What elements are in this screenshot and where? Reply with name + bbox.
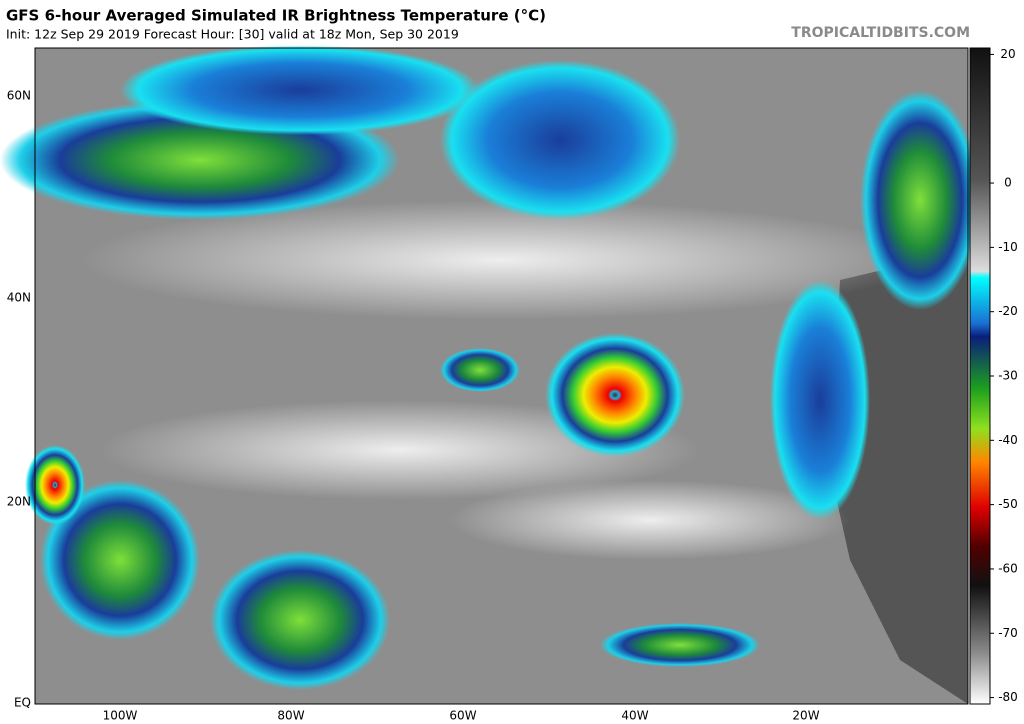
lat-label: 40N <box>7 291 31 305</box>
lat-label: 60N <box>7 89 31 103</box>
cloud <box>440 348 520 392</box>
cloud-band <box>100 400 700 500</box>
colorbar-label: -80 <box>998 690 1018 704</box>
hurricane <box>545 333 685 457</box>
cloud-band <box>450 480 850 560</box>
storm <box>25 445 85 525</box>
lon-label: 80W <box>277 709 304 723</box>
colorbar-label: 0 <box>1004 176 1012 190</box>
colorbar <box>969 47 991 705</box>
lon-label: 20W <box>792 709 819 723</box>
lon-label: 40W <box>621 709 648 723</box>
colorbar-label: -20 <box>998 304 1018 318</box>
map-frame <box>34 47 969 705</box>
lon-label: 60W <box>449 709 476 723</box>
cloud <box>40 480 200 640</box>
colorbar-label: -70 <box>998 626 1018 640</box>
lat-label: EQ <box>14 696 31 710</box>
colorbar-label: -40 <box>998 433 1018 447</box>
watermark: TROPICALTIDBITS.COM <box>791 25 970 41</box>
colorbar-label: -60 <box>998 561 1018 575</box>
cloud <box>440 60 680 220</box>
cloud <box>860 90 980 310</box>
lat-label: 20N <box>7 495 31 509</box>
subtitle: Init: 12z Sep 29 2019 Forecast Hour: [30… <box>6 27 459 42</box>
cloud <box>210 550 390 690</box>
cloud <box>600 623 760 667</box>
cloud <box>120 45 480 135</box>
colorbar-label: -30 <box>998 369 1018 383</box>
colorbar-label: 20 <box>1000 47 1015 61</box>
title: GFS 6-hour Averaged Simulated IR Brightn… <box>6 7 546 25</box>
cloud <box>770 280 870 520</box>
map <box>0 45 980 705</box>
cloud-band <box>80 200 920 320</box>
lon-label: 100W <box>103 709 138 723</box>
colorbar-label: -50 <box>998 497 1018 511</box>
colorbar-label: -10 <box>998 240 1018 254</box>
